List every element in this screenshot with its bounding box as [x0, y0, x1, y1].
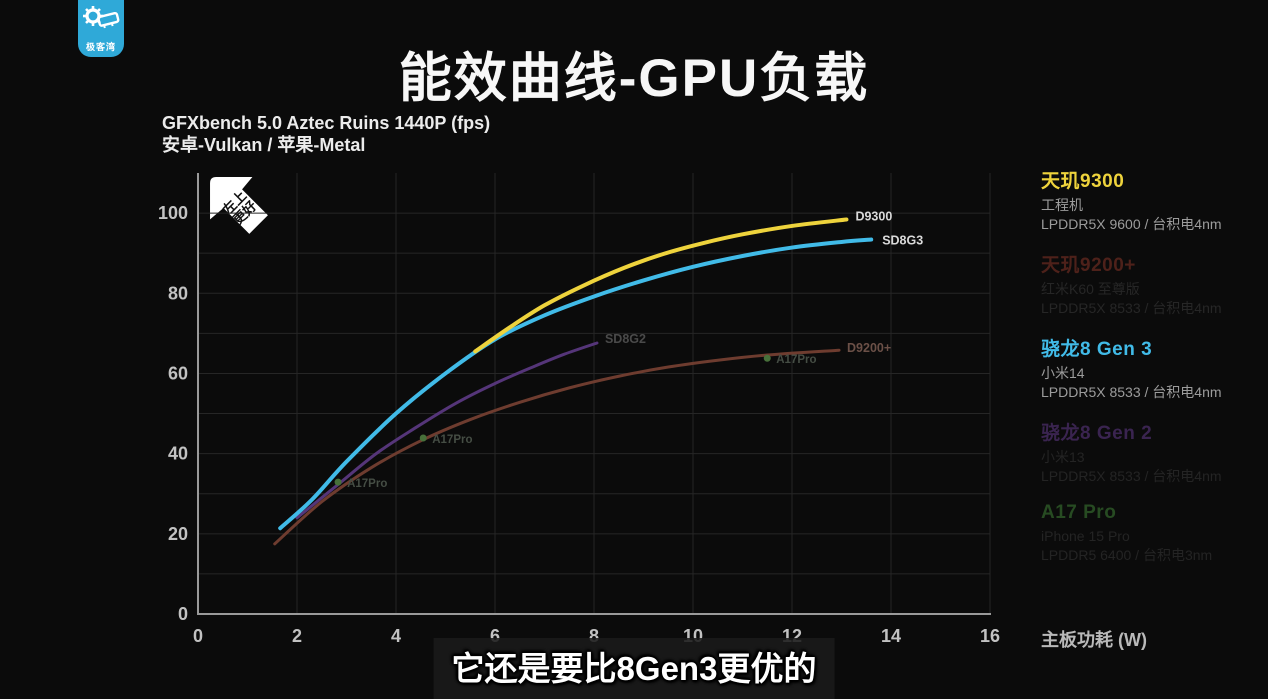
- series-label-D9300: D9300: [855, 210, 892, 224]
- geekerwan-logo: 极客湾: [78, 0, 124, 57]
- legend-chip-name: A17 Pro: [1041, 502, 1117, 523]
- data-point-A17Pro: [419, 434, 427, 442]
- data-point-A17Pro: [763, 354, 771, 362]
- legend-entry: 天玑9300 工程机 LPDDR5X 9600 / 台积电4nm: [1041, 166, 1266, 234]
- legend-spec-line: LPDDR5X 9600 / 台积电4nm: [1041, 216, 1222, 232]
- legend-chip-name: 骁龙8 Gen 3: [1041, 339, 1153, 360]
- legend-spec-line: LPDDR5X 8533 / 台积电4nm: [1041, 300, 1222, 316]
- legend-device-name: 红米K60 至尊版: [1041, 281, 1140, 297]
- data-point-A17Pro: [334, 478, 342, 486]
- logo-label: 极客湾: [85, 42, 116, 52]
- chart-subtitle-benchmark: GFXbench 5.0 Aztec Ruins 1440P (fps): [162, 113, 491, 133]
- legend-entry: 骁龙8 Gen 2 小米13 LPDDR5X 8533 / 台积电4nm: [1041, 418, 1266, 486]
- legend-device-name: 小米13: [1041, 449, 1085, 465]
- series-curve-D9300: [473, 217, 849, 354]
- series-label-SD8G3: SD8G3: [882, 234, 923, 248]
- x-tick-label: 16: [980, 626, 1000, 646]
- legend-entry: A17 Pro iPhone 15 Pro LPDDR5 6400 / 台积电3…: [1041, 502, 1266, 565]
- point-label-A17Pro: A17Pro: [347, 478, 387, 490]
- y-tick-label: 60: [168, 363, 188, 383]
- x-tick-label: 14: [881, 626, 901, 646]
- legend-spec-line: LPDDR5 6400 / 台积电3nm: [1041, 547, 1213, 563]
- legend-device-name: 工程机: [1041, 197, 1083, 213]
- legend-chip-name: 骁龙8 Gen 2: [1041, 423, 1153, 444]
- gear-board-icon: [83, 6, 120, 29]
- chart-legend: 天玑9300 工程机 LPDDR5X 9600 / 台积电4nm 天玑9200+…: [1041, 166, 1266, 581]
- y-tick-label: 0: [178, 604, 188, 624]
- x-tick-label: 4: [391, 626, 401, 646]
- chart-subtitle: GFXbench 5.0 Aztec Ruins 1440P (fps) 安卓-…: [162, 112, 490, 156]
- y-tick-label: 100: [158, 203, 188, 223]
- point-label-A17Pro: A17Pro: [432, 434, 472, 446]
- series-curve-SD8G3: [278, 237, 874, 531]
- legend-chip-name: 天玑9300: [1041, 171, 1125, 192]
- point-label-A17Pro: A17Pro: [776, 354, 816, 366]
- legend-device-name: iPhone 15 Pro: [1041, 528, 1130, 544]
- chart-subtitle-api: 安卓-Vulkan / 苹果-Metal: [162, 135, 366, 155]
- series-label-D9200+: D9200+: [847, 341, 891, 355]
- y-tick-label: 40: [168, 444, 188, 464]
- legend-spec-line: LPDDR5X 8533 / 台积电4nm: [1041, 384, 1222, 400]
- x-tick-label: 0: [193, 626, 203, 646]
- legend-device-name: 小米14: [1041, 365, 1085, 381]
- series-label-SD8G2: SD8G2: [605, 332, 646, 346]
- series-curve-SD8G2: [295, 341, 599, 520]
- legend-entry: 天玑9200+ 红米K60 至尊版 LPDDR5X 8533 / 台积电4nm: [1041, 250, 1266, 318]
- video-caption: 它还是要比8Gen3更优的: [433, 638, 835, 699]
- legend-entry: 骁龙8 Gen 3 小米14 LPDDR5X 8533 / 台积电4nm: [1041, 334, 1266, 402]
- page-title: 能效曲线-GPU负载: [398, 49, 870, 108]
- y-tick-label: 80: [168, 283, 188, 303]
- x-tick-label: 6: [490, 626, 500, 646]
- x-tick-label: 8: [589, 626, 599, 646]
- x-axis-title: 主板功耗 (W): [1041, 630, 1147, 650]
- series-curve-D9200+: [273, 348, 841, 546]
- legend-chip-name: 天玑9200+: [1041, 255, 1136, 276]
- y-tick-label: 20: [168, 524, 188, 544]
- x-tick-label: 2: [292, 626, 302, 646]
- legend-spec-line: LPDDR5X 8533 / 台积电4nm: [1041, 468, 1222, 484]
